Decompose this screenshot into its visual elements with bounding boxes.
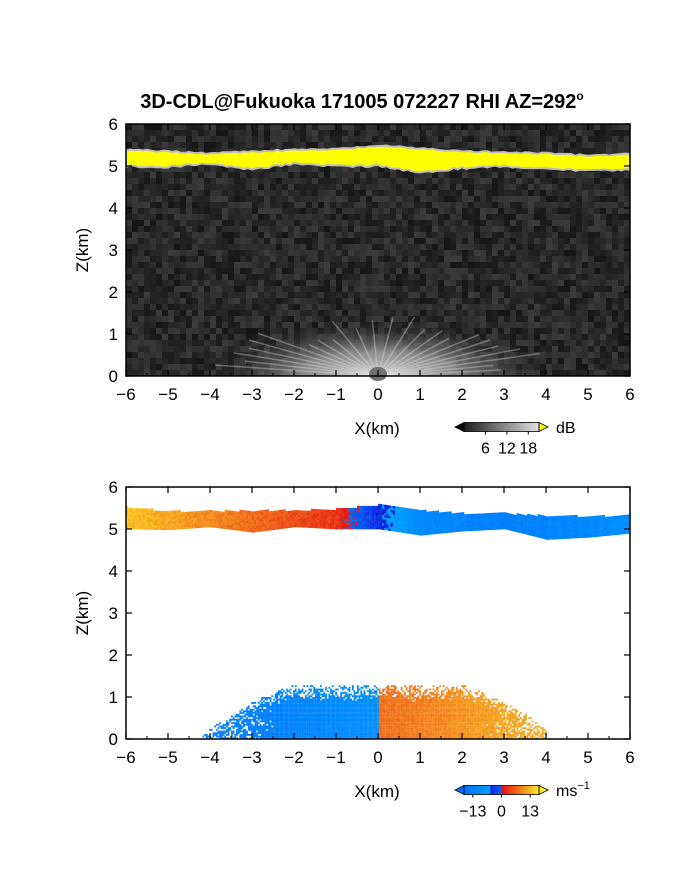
y-tick-label: 3 — [109, 241, 118, 260]
x-tick-label: −2 — [284, 748, 303, 767]
x-tick-label: −6 — [116, 748, 135, 767]
x-tick-label: 6 — [625, 385, 634, 404]
colorbar-unit: ms−1 — [556, 780, 590, 800]
title-degree-superscript: o — [576, 89, 583, 103]
y-tick-label: 1 — [109, 688, 118, 707]
x-tick-label: 3 — [499, 748, 508, 767]
x-tick-label: 0 — [373, 748, 382, 767]
x-tick-label: 0 — [373, 385, 382, 404]
y-tick-label: 2 — [109, 646, 118, 665]
reflectivity-colorbar: dB 6 12 18 — [454, 420, 576, 458]
x-tick-label: −2 — [284, 385, 303, 404]
reflectivity-ticks: −6 −5 −4 −3 −2 −1 0 1 2 3 4 5 6 0 1 2 3 4 5 6 — [109, 115, 635, 404]
x-tick-label: 4 — [541, 748, 550, 767]
x-tick-label: 2 — [457, 385, 466, 404]
x-tick-label: −1 — [326, 385, 345, 404]
x-tick-label: 1 — [415, 748, 424, 767]
colorbar-tick-label: 13 — [521, 804, 539, 821]
y-tick-label: 3 — [109, 604, 118, 623]
colorbar-tick-label: 6 — [481, 441, 490, 458]
x-tick-label: −1 — [326, 748, 345, 767]
y-tick-label: 0 — [109, 730, 118, 749]
velocity-ylabel: Z(km) — [73, 591, 92, 635]
x-tick-label: 1 — [415, 385, 424, 404]
y-tick-label: 5 — [109, 520, 118, 539]
y-tick-label: 6 — [109, 478, 118, 497]
y-tick-label: 2 — [109, 283, 118, 302]
y-tick-label: 0 — [109, 367, 118, 386]
x-tick-label: 2 — [457, 748, 466, 767]
reflectivity-layer-band — [126, 144, 630, 174]
x-tick-label: −3 — [242, 385, 261, 404]
y-tick-label: 5 — [109, 157, 118, 176]
x-tick-label: −5 — [158, 748, 177, 767]
velocity-xlabel: X(km) — [354, 782, 399, 801]
colorbar-tick-label: 12 — [498, 441, 516, 458]
x-tick-label: 5 — [583, 748, 592, 767]
reflectivity-xlabel: X(km) — [354, 419, 399, 438]
x-tick-label: −3 — [242, 748, 261, 767]
velocity-ticks: −6 −5 −4 −3 −2 −1 0 1 2 3 4 5 6 0 1 2 3 4 5 6 — [109, 478, 635, 767]
y-tick-label: 1 — [109, 325, 118, 344]
x-tick-label: −4 — [200, 385, 219, 404]
reflectivity-ylabel: Z(km) — [73, 228, 92, 272]
x-tick-label: 3 — [499, 385, 508, 404]
velocity-cells — [126, 503, 630, 739]
y-tick-label: 6 — [109, 115, 118, 134]
figure-title-text: 3D-CDL@Fukuoka 171005 072227 RHI AZ=292 — [140, 91, 576, 113]
velocity-panel: −6 −5 −4 −3 −2 −1 0 1 2 3 4 5 6 0 1 2 3 4 5 6 X(km) Z(km) m… — [73, 478, 635, 821]
y-tick-label: 4 — [109, 562, 118, 581]
velocity-colorbar: ms−1 −13 0 13 — [454, 780, 590, 821]
colorbar-unit: dB — [556, 420, 576, 437]
x-tick-label: −4 — [200, 748, 219, 767]
colorbar-tick-label: −13 — [459, 804, 486, 821]
figure-title: 3D-CDL@Fukuoka 171005 072227 RHI AZ=292o — [140, 89, 584, 113]
x-tick-label: −5 — [158, 385, 177, 404]
reflectivity-rays — [215, 316, 540, 376]
x-tick-label: 4 — [541, 385, 550, 404]
reflectivity-near-ground-echo — [210, 322, 546, 376]
colorbar-tick-label: 18 — [519, 441, 537, 458]
colorbar-tick-label: 0 — [497, 804, 506, 821]
x-tick-label: 5 — [583, 385, 592, 404]
x-tick-label: −6 — [116, 385, 135, 404]
y-tick-label: 4 — [109, 199, 118, 218]
x-tick-label: 6 — [625, 748, 634, 767]
